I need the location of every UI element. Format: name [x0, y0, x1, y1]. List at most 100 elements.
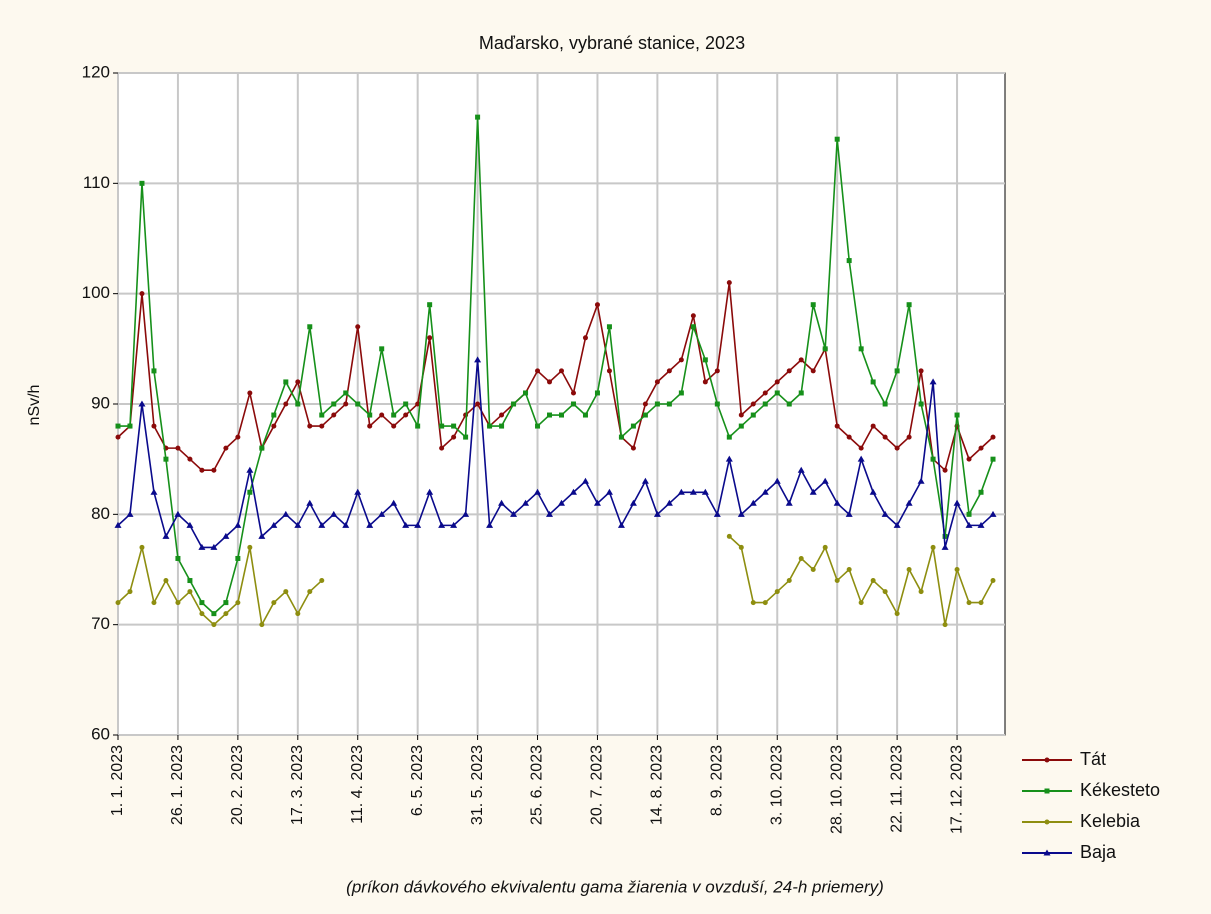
marker	[858, 600, 864, 606]
marker	[833, 499, 841, 506]
marker	[773, 477, 781, 484]
marker	[953, 499, 961, 506]
x-tick-label: 3. 10. 2023	[768, 745, 785, 825]
marker	[870, 379, 876, 385]
marker	[798, 555, 804, 561]
marker	[559, 368, 564, 374]
marker	[115, 434, 121, 440]
marker	[522, 499, 530, 506]
y-tick-label: 60	[91, 724, 110, 743]
marker	[749, 499, 757, 506]
marker	[678, 357, 684, 363]
marker	[403, 412, 409, 418]
marker	[641, 477, 649, 484]
x-tick-label: 28. 10. 2023	[828, 745, 845, 834]
legend-label: Baja	[1080, 842, 1117, 862]
marker	[990, 578, 996, 584]
marker	[786, 578, 792, 584]
marker	[617, 521, 625, 528]
marker	[702, 379, 708, 385]
marker	[402, 521, 410, 528]
marker	[259, 445, 265, 451]
marker	[941, 543, 949, 550]
y-tick-label: 90	[91, 393, 110, 412]
marker	[882, 589, 888, 595]
legend-label: Kékesteto	[1080, 780, 1160, 800]
marker	[785, 499, 793, 506]
x-tick-label: 25. 6. 2023	[529, 745, 546, 825]
marker	[439, 423, 445, 429]
marker	[367, 412, 373, 418]
marker	[725, 455, 733, 462]
marker	[714, 368, 720, 374]
x-tick-label: 1. 1. 2023	[109, 745, 126, 816]
marker	[294, 521, 302, 528]
marker	[486, 521, 494, 528]
marker	[463, 434, 469, 440]
marker	[990, 456, 996, 462]
marker	[199, 611, 205, 617]
marker	[965, 521, 973, 528]
y-tick-label: 110	[83, 173, 110, 192]
marker	[211, 611, 217, 617]
marker	[366, 521, 374, 528]
y-tick-label: 100	[82, 283, 110, 302]
marker	[187, 589, 193, 595]
marker	[319, 578, 325, 584]
marker	[774, 379, 780, 385]
marker	[211, 467, 217, 473]
marker	[642, 412, 648, 418]
marker	[774, 589, 780, 595]
marker	[355, 401, 361, 407]
marker	[905, 499, 913, 506]
marker	[582, 412, 588, 418]
marker	[319, 423, 325, 429]
marker	[330, 510, 338, 517]
marker	[726, 533, 732, 539]
x-axis-note: (príkon dávkového ekvivalentu gama žiare…	[346, 877, 884, 896]
x-tick-label: 17. 12. 2023	[948, 745, 965, 834]
marker	[199, 600, 205, 606]
marker	[427, 302, 433, 308]
marker	[295, 401, 301, 407]
marker	[786, 368, 792, 374]
marker	[702, 357, 708, 363]
marker	[354, 488, 362, 495]
marker	[714, 401, 720, 407]
y-tick-label: 80	[91, 504, 110, 523]
marker	[270, 521, 278, 528]
marker	[138, 400, 146, 407]
marker	[654, 379, 660, 385]
marker	[535, 423, 541, 429]
marker	[295, 611, 301, 617]
marker	[653, 510, 661, 517]
marker	[235, 600, 241, 606]
marker	[642, 401, 648, 407]
marker	[151, 600, 157, 606]
series	[115, 533, 996, 628]
marker	[966, 511, 972, 517]
marker	[511, 401, 517, 407]
marker	[846, 434, 852, 440]
marker	[750, 600, 756, 606]
marker	[367, 423, 373, 429]
marker	[666, 368, 672, 374]
marker	[283, 401, 289, 407]
marker	[235, 434, 241, 440]
marker	[187, 578, 193, 584]
marker	[247, 489, 253, 495]
marker	[882, 434, 888, 440]
marker	[127, 589, 133, 595]
marker	[821, 477, 829, 484]
marker	[978, 600, 984, 606]
marker	[414, 521, 422, 528]
marker	[846, 258, 852, 264]
marker	[475, 401, 481, 407]
marker	[978, 445, 984, 451]
marker	[306, 499, 314, 506]
marker	[475, 114, 481, 120]
marker	[569, 488, 577, 495]
marker	[487, 423, 493, 429]
marker	[211, 622, 217, 628]
marker	[906, 434, 912, 440]
